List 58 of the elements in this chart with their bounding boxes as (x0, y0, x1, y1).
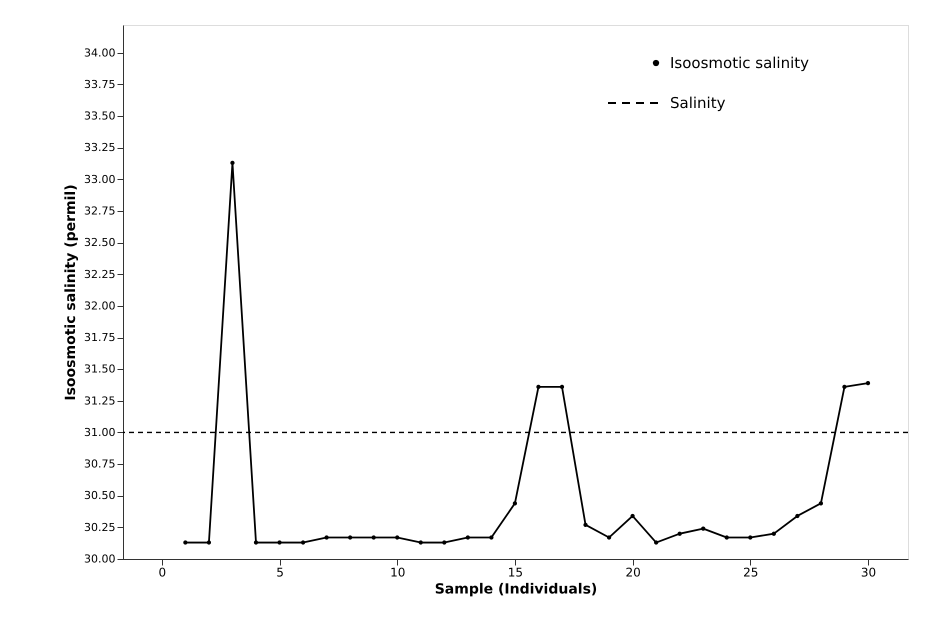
y-axis-title: Isoosmotic salinity (permil) (63, 184, 80, 401)
point (230, 160, 235, 166)
x-tick-label: 5 (276, 566, 284, 580)
point (348, 535, 352, 540)
y-tick-label: 33.25 (84, 141, 116, 154)
point (701, 526, 706, 531)
y-tick-label: 31.50 (84, 362, 116, 376)
x-tick-label: 15 (508, 566, 524, 580)
y-tick-label: 32.50 (84, 236, 116, 250)
point (724, 535, 729, 540)
point (442, 540, 446, 545)
point (678, 532, 682, 536)
point (395, 535, 400, 540)
y-tick-label: 32.75 (84, 204, 116, 218)
y-tick-label: 34.00 (84, 46, 116, 60)
y-tick-label: 33.00 (84, 172, 116, 186)
point (372, 535, 376, 540)
x-tick-label: 20 (625, 566, 641, 580)
point (512, 501, 518, 506)
point (324, 535, 329, 540)
legend-label: Isoosmotic salinity (670, 54, 810, 72)
y-tick-label: 30.25 (84, 520, 116, 534)
point (277, 540, 282, 545)
point (795, 514, 800, 518)
point (630, 514, 635, 518)
x-tick-label: 0 (158, 566, 166, 580)
y-tick-label: 33.75 (84, 78, 116, 91)
y-tick-label: 31.25 (84, 394, 116, 408)
y-tick-label: 33.50 (84, 110, 116, 123)
x-tick-label: 10 (390, 566, 406, 580)
point (866, 380, 870, 386)
y-tick-label: 31.75 (84, 331, 116, 344)
y-tick-label: 30.50 (84, 489, 116, 502)
legend-label: Salinity (670, 94, 726, 112)
y-tick-label: 30.75 (84, 458, 116, 471)
point (772, 532, 776, 536)
point (254, 540, 258, 545)
point (206, 540, 212, 545)
y-tick-label: 32.25 (84, 268, 116, 281)
point (842, 384, 847, 390)
point (560, 384, 564, 390)
point (606, 535, 612, 540)
y-tick-label: 30.00 (84, 552, 116, 566)
point (300, 540, 306, 545)
x-tick-label: 25 (743, 566, 758, 580)
x-axis-title: Sample (Individuals) (434, 582, 598, 598)
point (489, 535, 494, 540)
point (183, 540, 188, 545)
point (748, 535, 752, 540)
point (466, 535, 470, 540)
x-tick-label: 30 (860, 566, 876, 580)
point (536, 384, 541, 390)
point (818, 501, 824, 506)
y-tick-label: 31.00 (84, 426, 116, 439)
point (583, 522, 588, 527)
y-tick-label: 32.00 (84, 299, 116, 312)
point (654, 540, 658, 545)
point (418, 540, 423, 545)
